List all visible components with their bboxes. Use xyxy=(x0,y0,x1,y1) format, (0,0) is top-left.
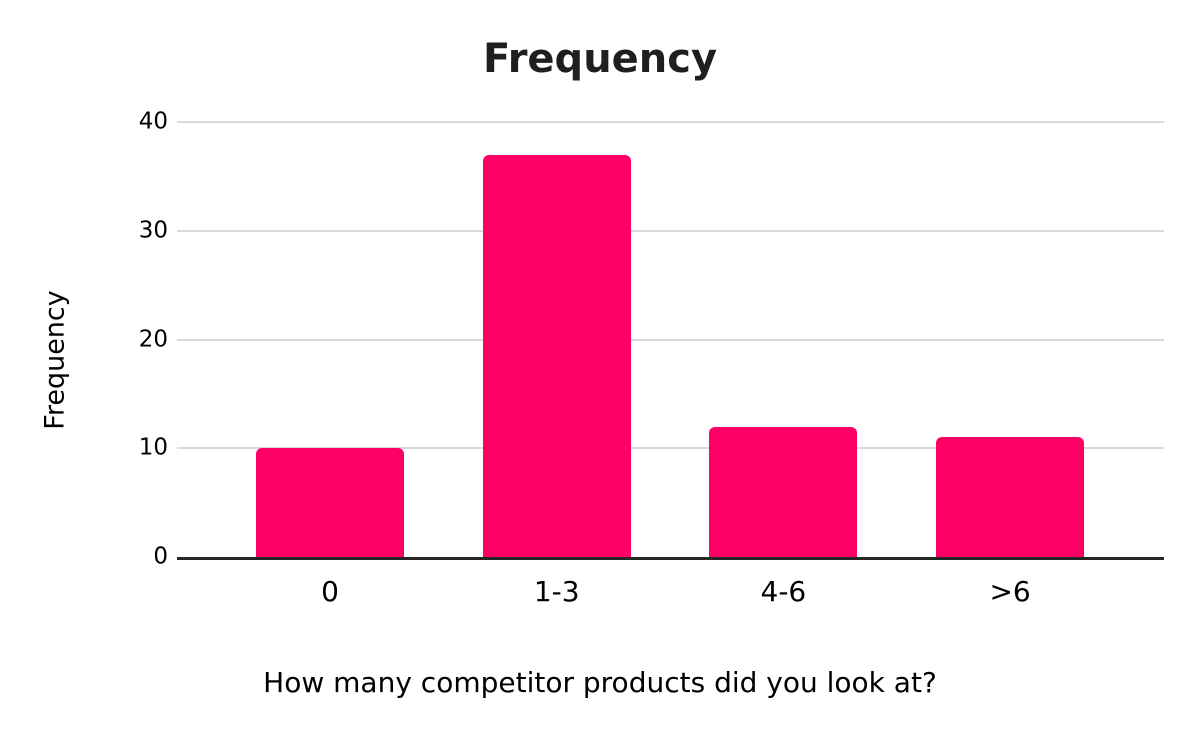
gridline-y-40 xyxy=(177,121,1164,123)
y-tick-label-10: 10 xyxy=(138,434,168,461)
bar-0 xyxy=(256,448,404,557)
y-tick-label-40: 40 xyxy=(138,108,168,135)
plot-area xyxy=(177,121,1164,560)
chart-title: Frequency xyxy=(482,36,718,82)
y-tick-label-30: 30 xyxy=(138,217,168,244)
gridline-y-10 xyxy=(177,447,1164,450)
gridline-y-20 xyxy=(177,338,1164,341)
x-tick-label->6: >6 xyxy=(989,575,1031,608)
x-axis-ticks: 0 1-3 4-6 >6 xyxy=(0,575,1200,615)
bar-4-6 xyxy=(709,426,858,557)
y-tick-label-0: 0 xyxy=(153,543,168,570)
x-axis-title: How many competitor products did you loo… xyxy=(263,666,937,699)
gridline-y-30 xyxy=(177,229,1164,232)
x-tick-label-0: 0 xyxy=(321,575,339,608)
y-tick-label-20: 20 xyxy=(138,326,168,352)
bar-1-3 xyxy=(482,154,631,557)
x-tick-label-1-3: 1-3 xyxy=(533,575,580,608)
x-tick-label-4-6: 4-6 xyxy=(760,575,807,608)
bar->6 xyxy=(936,437,1085,557)
y-axis-ticks: 0 10 20 30 40 xyxy=(0,110,168,568)
